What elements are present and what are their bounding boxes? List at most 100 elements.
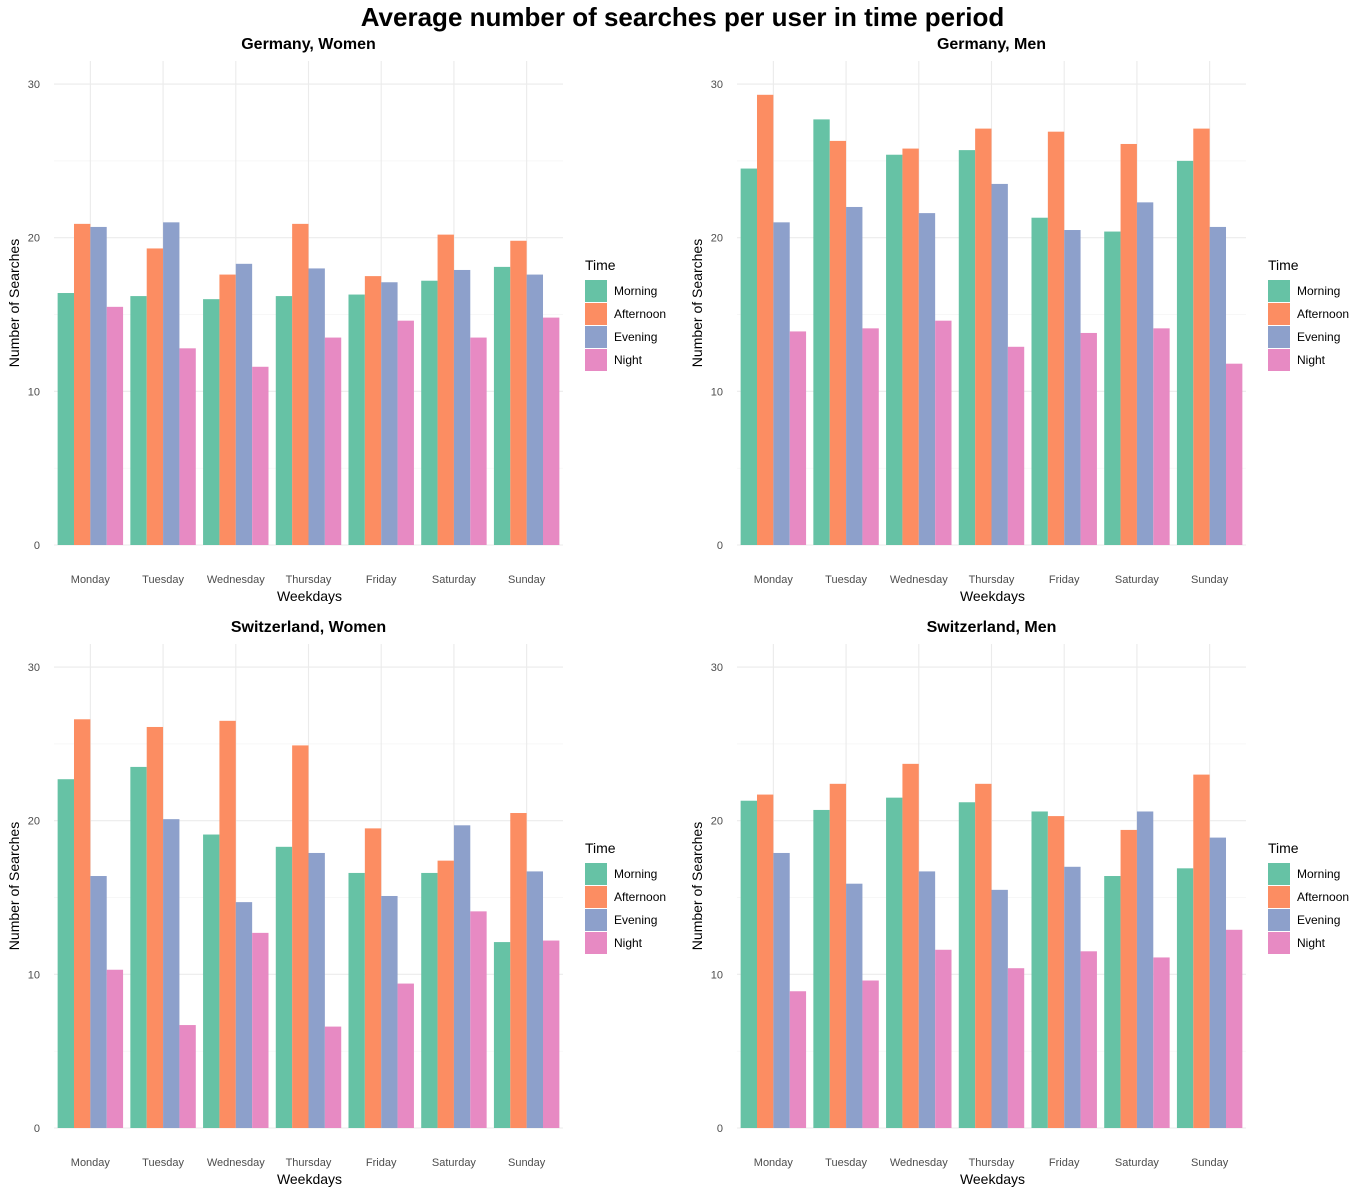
legend-title: Time xyxy=(1268,257,1299,273)
legend-key-evening xyxy=(585,326,607,348)
bar-sunday-morning xyxy=(1176,868,1194,1128)
bar-saturday-evening xyxy=(1136,202,1154,545)
y-axis-label: Number of Searches xyxy=(6,822,22,950)
bar-tuesday-morning xyxy=(813,809,830,1128)
x-tick-label: Sunday xyxy=(508,1157,546,1169)
legend-label-afternoon: Afternoon xyxy=(1297,890,1349,904)
legend-key-night xyxy=(585,349,607,371)
bar-monday-morning xyxy=(740,800,757,1128)
legend-label-morning: Morning xyxy=(614,867,657,881)
y-tick-label: 20 xyxy=(711,233,723,245)
legend-title: Time xyxy=(585,257,616,273)
bar-saturday-morning xyxy=(1104,876,1121,1128)
bar-sunday-morning xyxy=(493,266,511,545)
panel-switzerland-men: Switzerland, Men 0 10 20 30 Monday Tuesday Wedn… xyxy=(683,617,1365,1200)
bar-saturday-night xyxy=(1153,328,1170,545)
bar-saturday-afternoon xyxy=(437,234,454,545)
x-axis-label: Weekdays xyxy=(960,588,1025,604)
bar-wednesday-afternoon xyxy=(902,763,919,1128)
bar-sunday-night xyxy=(543,940,560,1128)
bar-tuesday-morning xyxy=(130,296,147,545)
y-tick-label: 10 xyxy=(28,386,40,398)
chart-svg: Switzerland, Women 0 10 20 30 Monday Tuesday We… xyxy=(6,619,666,1187)
x-tick-label: Thursday xyxy=(969,1157,1015,1169)
bar-saturday-afternoon xyxy=(1120,143,1137,545)
legend-label-evening: Evening xyxy=(614,913,657,927)
x-tick-label: Saturday xyxy=(432,574,477,586)
bar-tuesday-afternoon xyxy=(146,726,164,1128)
legend-label-evening: Evening xyxy=(1297,330,1340,344)
bar-friday-morning xyxy=(1031,811,1048,1128)
legend-label-night: Night xyxy=(614,936,643,950)
bar-wednesday-evening xyxy=(235,263,253,545)
bar-saturday-evening xyxy=(453,269,471,545)
x-tick-label: Sunday xyxy=(508,574,546,586)
bar-monday-evening xyxy=(90,876,107,1128)
bar-monday-evening xyxy=(773,852,790,1128)
bar-friday-evening xyxy=(381,282,398,545)
bar-monday-morning xyxy=(57,779,74,1128)
bar-sunday-night xyxy=(1226,929,1243,1128)
legend-label-evening: Evening xyxy=(614,330,657,344)
bar-tuesday-evening xyxy=(846,206,863,545)
x-tick-label: Wednesday xyxy=(890,1157,948,1169)
panel-germany-men: Germany, Men 0 10 20 30 Monday Tuesday Wednesda… xyxy=(683,34,1365,617)
x-tick-label: Thursday xyxy=(286,574,332,586)
x-axis-label: Weekdays xyxy=(277,1171,342,1187)
bar-wednesday-evening xyxy=(918,213,936,545)
legend-title: Time xyxy=(1268,840,1299,856)
bar-thursday-morning xyxy=(958,150,976,545)
y-tick-label: 30 xyxy=(28,79,40,91)
x-tick-label: Tuesday xyxy=(142,574,184,586)
bar-wednesday-night xyxy=(935,949,952,1128)
bar-wednesday-afternoon xyxy=(219,720,236,1128)
legend-label-morning: Morning xyxy=(614,284,657,298)
x-tick-label: Saturday xyxy=(1115,574,1160,586)
bar-tuesday-afternoon xyxy=(146,248,164,545)
bar-friday-evening xyxy=(381,895,398,1128)
legend-key-evening xyxy=(1268,909,1290,931)
bar-sunday-afternoon xyxy=(1193,774,1210,1128)
legend-key-night xyxy=(585,932,607,954)
bar-wednesday-morning xyxy=(886,797,903,1128)
bar-sunday-evening xyxy=(526,274,544,545)
bar-monday-afternoon xyxy=(73,719,91,1128)
bar-thursday-afternoon xyxy=(292,745,309,1128)
bar-wednesday-evening xyxy=(918,871,936,1128)
x-tick-label: Friday xyxy=(366,574,397,586)
bar-thursday-afternoon xyxy=(975,783,992,1128)
bar-wednesday-morning xyxy=(203,299,220,545)
bar-monday-afternoon xyxy=(756,94,774,546)
x-tick-label: Wednesday xyxy=(207,574,265,586)
x-tick-label: Friday xyxy=(1049,1157,1080,1169)
bar-friday-morning xyxy=(348,872,365,1128)
bar-saturday-morning xyxy=(421,872,438,1128)
bar-friday-afternoon xyxy=(1047,131,1065,545)
x-tick-label: Sunday xyxy=(1191,574,1229,586)
x-tick-label: Friday xyxy=(1049,574,1080,586)
bar-thursday-morning xyxy=(275,296,293,545)
bar-friday-night xyxy=(1080,332,1097,545)
y-tick-label: 0 xyxy=(34,540,40,552)
bar-friday-evening xyxy=(1064,866,1081,1128)
legend-key-morning xyxy=(585,863,607,885)
bar-thursday-night xyxy=(1007,968,1025,1128)
bar-thursday-evening xyxy=(308,852,325,1128)
bar-tuesday-night xyxy=(179,348,196,545)
bar-tuesday-morning xyxy=(130,766,147,1128)
bar-thursday-afternoon xyxy=(975,128,992,545)
bar-sunday-night xyxy=(543,317,560,545)
bar-wednesday-night xyxy=(252,366,269,545)
bar-wednesday-evening xyxy=(235,902,253,1128)
legend-key-afternoon xyxy=(1268,303,1290,325)
x-tick-label: Monday xyxy=(754,574,794,586)
bar-monday-night xyxy=(789,991,807,1128)
bar-thursday-night xyxy=(1007,346,1025,545)
bar-tuesday-evening xyxy=(163,222,180,546)
bar-tuesday-night xyxy=(862,328,879,545)
bar-wednesday-afternoon xyxy=(219,274,236,545)
bar-friday-night xyxy=(397,983,414,1128)
y-tick-label: 20 xyxy=(711,816,723,828)
bar-sunday-evening xyxy=(1209,226,1227,545)
bar-sunday-evening xyxy=(1209,837,1227,1128)
